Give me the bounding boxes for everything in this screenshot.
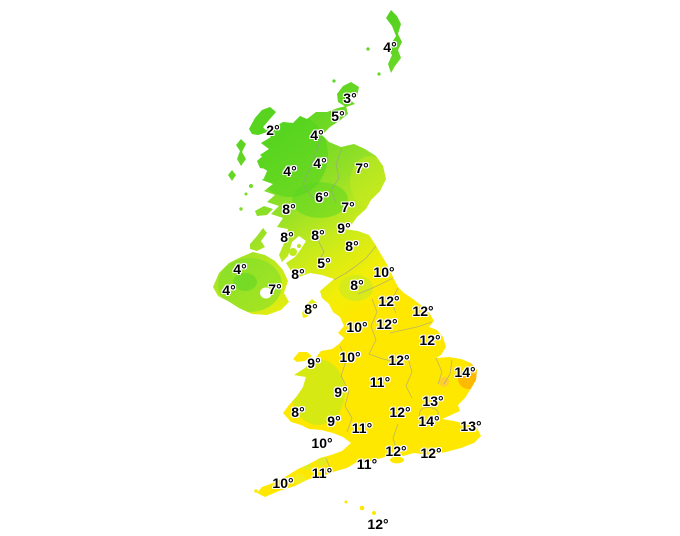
small-island bbox=[366, 47, 370, 51]
border-line bbox=[389, 321, 433, 334]
small-island bbox=[249, 184, 253, 188]
scilly-isles bbox=[254, 489, 258, 493]
isle-of-arran bbox=[289, 248, 297, 256]
border-line bbox=[390, 287, 399, 314]
anglesey-island bbox=[293, 352, 312, 362]
yellowgreen-patch-isle-of-man bbox=[303, 301, 317, 315]
border-line bbox=[368, 353, 409, 363]
border-line bbox=[405, 357, 413, 399]
border-line bbox=[317, 239, 325, 263]
border-line bbox=[302, 135, 323, 203]
cold-patch-hebrides bbox=[236, 104, 284, 136]
lough-neagh-lake bbox=[260, 287, 272, 299]
border-line bbox=[368, 298, 378, 355]
outer-hebrides-barra bbox=[228, 170, 236, 181]
cold-patch-central-scotland bbox=[292, 182, 348, 218]
orange-halo-norfolk bbox=[468, 362, 480, 374]
yellowgreen-patch-aberdeenshire bbox=[350, 156, 390, 208]
shetland-islands bbox=[386, 10, 402, 73]
small-island bbox=[244, 192, 248, 196]
channel-island bbox=[372, 511, 376, 515]
channel-island bbox=[359, 505, 365, 511]
isle-of-mull bbox=[255, 206, 273, 216]
border-line bbox=[330, 147, 343, 204]
orkney-islands bbox=[337, 82, 359, 107]
yellowgreen-patch-cumbria bbox=[339, 275, 373, 301]
border-line bbox=[443, 359, 453, 385]
islay-jura-islands bbox=[250, 228, 267, 251]
outer-hebrides-uist bbox=[236, 139, 246, 166]
small-island bbox=[377, 72, 381, 76]
channel-island bbox=[344, 500, 348, 504]
isle-of-bute bbox=[297, 244, 301, 248]
region-borders bbox=[302, 135, 453, 478]
landmass-group bbox=[213, 10, 481, 515]
border-line bbox=[392, 423, 399, 453]
border-line bbox=[357, 277, 394, 295]
border-line bbox=[333, 245, 377, 281]
small-island bbox=[239, 207, 243, 211]
small-island bbox=[332, 79, 336, 83]
green-speck-cornwall bbox=[294, 474, 306, 486]
green-speck-southwest bbox=[300, 458, 312, 470]
border-loop-london bbox=[418, 407, 439, 424]
border-line bbox=[339, 345, 353, 433]
border-line bbox=[321, 457, 331, 478]
green-core-northern-ireland bbox=[233, 273, 257, 291]
isle-of-wight bbox=[390, 456, 404, 464]
green-speck-southwest bbox=[317, 456, 327, 466]
border-line bbox=[435, 357, 443, 385]
green-patch-wales bbox=[291, 359, 345, 425]
